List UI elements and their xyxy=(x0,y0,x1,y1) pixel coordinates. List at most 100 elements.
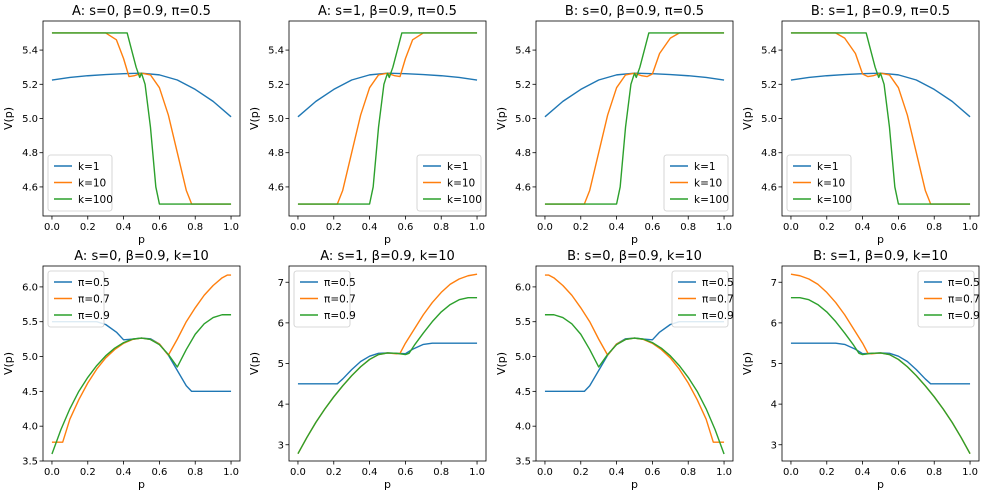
y-axis-label: V(p) xyxy=(2,107,15,130)
legend: k=1 k=10 k=100 xyxy=(47,154,113,212)
x-tick-label: 0.6 xyxy=(397,467,413,478)
legend-label: π=0.7 xyxy=(702,293,734,305)
x-tick-label: 0.0 xyxy=(290,222,306,233)
x-tick-label: 1.0 xyxy=(223,222,239,233)
x-tick-label: 0.4 xyxy=(855,467,871,478)
legend-label: k=1 xyxy=(78,161,100,173)
legend: k=1 k=10 k=100 xyxy=(786,154,852,212)
y-tick-label: 5.0 xyxy=(268,114,284,125)
x-tick-label: 0.6 xyxy=(397,222,413,233)
series-line-3 xyxy=(297,32,478,205)
series-line-3 xyxy=(544,314,725,455)
y-tick-label: 4.0 xyxy=(22,422,38,433)
legend: k=1 k=10 k=100 xyxy=(416,154,482,212)
x-tick-label: 0.8 xyxy=(433,467,449,478)
y-tick-label: 4.6 xyxy=(515,182,531,193)
y-axis-label: V(p) xyxy=(741,352,754,375)
y-tick-label: 4 xyxy=(771,400,777,411)
x-tick-label: 0.6 xyxy=(890,222,906,233)
chart-title: A: s=0, β=0.9, π=0.5 xyxy=(72,4,211,19)
y-tick-label: 5.4 xyxy=(268,46,284,57)
x-tick-label: 0.6 xyxy=(890,467,906,478)
legend-label: π=0.5 xyxy=(324,277,356,289)
y-tick-label: 4.8 xyxy=(22,148,38,159)
legend-label: π=0.9 xyxy=(948,310,980,322)
x-tick-label: 0.4 xyxy=(609,467,625,478)
legend-label: π=0.9 xyxy=(702,310,734,322)
legend-label: k=1 xyxy=(817,161,839,173)
y-tick-label: 6 xyxy=(278,318,284,329)
y-tick-label: 5.0 xyxy=(515,352,531,363)
legend-label: π=0.7 xyxy=(324,293,356,305)
x-tick-label: 0.0 xyxy=(44,222,60,233)
chart-title: A: s=1, β=0.9, π=0.5 xyxy=(318,4,457,19)
y-tick-label: 5.2 xyxy=(761,80,777,91)
chart-title: B: s=1, β=0.9, k=10 xyxy=(813,249,948,264)
y-tick-label: 3 xyxy=(771,440,777,451)
legend: π=0.5 π=0.7 π=0.9 xyxy=(917,270,980,328)
x-tick-label: 1.0 xyxy=(469,467,485,478)
x-tick-label: 0.0 xyxy=(44,467,60,478)
y-tick-label: 3 xyxy=(278,440,284,451)
legend-label: k=10 xyxy=(447,177,475,189)
x-tick-label: 0.2 xyxy=(326,222,342,233)
series-line-3 xyxy=(790,296,971,455)
legend-label: k=100 xyxy=(694,194,729,206)
chart-panel: 0.0 0.2 0.4 0.6 0.8 1.0 4.6 4.8 5.0 5.2 5.4 A: s=1,… xyxy=(248,4,487,246)
y-tick-label: 4.6 xyxy=(761,182,777,193)
y-tick-label: 4.5 xyxy=(22,387,38,398)
x-tick-label: 0.2 xyxy=(80,222,96,233)
y-tick-label: 5.0 xyxy=(515,114,531,125)
legend-box xyxy=(47,154,113,212)
y-tick-label: 5.5 xyxy=(22,317,38,328)
x-tick-label: 0.6 xyxy=(644,222,660,233)
y-tick-label: 6.0 xyxy=(22,282,38,293)
x-tick-label: 0.4 xyxy=(362,467,378,478)
chart-panel: 0.0 0.2 0.4 0.6 0.8 1.0 3.5 4.0 4.5 5.0 5.5 6.0 A: s… xyxy=(2,249,241,491)
x-tick-label: 0.0 xyxy=(537,222,553,233)
y-tick-label: 5 xyxy=(771,359,777,370)
x-tick-label: 0.8 xyxy=(680,222,696,233)
chart-panel: 0.0 0.2 0.4 0.6 0.8 1.0 3 4 5 6 7 B: s=1, β=0.9, k=… xyxy=(741,249,980,491)
chart-title: A: s=0, β=0.9, k=10 xyxy=(74,249,208,264)
x-tick-label: 0.0 xyxy=(537,467,553,478)
series-line-3 xyxy=(790,32,971,205)
legend-box xyxy=(786,154,852,212)
axes-frame xyxy=(535,265,734,462)
chart-panel: 0.0 0.2 0.4 0.6 0.8 1.0 3 4 5 6 7 A: s=1, β=0.9, k=… xyxy=(248,249,487,491)
x-axis-label: p xyxy=(877,233,884,246)
chart-title: B: s=0, β=0.9, k=10 xyxy=(567,249,702,264)
axes-frame xyxy=(42,265,241,462)
y-tick-label: 5.0 xyxy=(22,352,38,363)
y-tick-label: 7 xyxy=(771,278,777,289)
legend-label: k=1 xyxy=(447,161,469,173)
x-axis-label: p xyxy=(384,233,391,246)
legend-label: k=10 xyxy=(817,177,845,189)
legend-label: k=100 xyxy=(78,194,113,206)
x-tick-label: 0.0 xyxy=(290,467,306,478)
legend: π=0.5 π=0.7 π=0.9 xyxy=(47,270,110,328)
x-tick-label: 0.0 xyxy=(783,467,799,478)
series-line-3 xyxy=(544,32,725,205)
legend-label: k=1 xyxy=(694,161,716,173)
legend-label: π=0.9 xyxy=(78,310,110,322)
x-tick-label: 0.0 xyxy=(783,222,799,233)
y-tick-label: 4.6 xyxy=(22,182,38,193)
y-axis-label: V(p) xyxy=(2,352,15,375)
x-tick-label: 0.8 xyxy=(187,222,203,233)
x-tick-label: 1.0 xyxy=(223,467,239,478)
chart-title: A: s=1, β=0.9, k=10 xyxy=(320,249,454,264)
x-tick-label: 0.2 xyxy=(573,222,589,233)
y-tick-label: 5.2 xyxy=(268,80,284,91)
x-tick-label: 1.0 xyxy=(716,222,732,233)
x-tick-label: 0.6 xyxy=(151,222,167,233)
legend-box xyxy=(917,270,975,328)
chart-panel: 0.0 0.2 0.4 0.6 0.8 1.0 4.6 4.8 5.0 5.2 5.4 A: s=0,… xyxy=(2,4,241,246)
y-tick-label: 5.2 xyxy=(515,80,531,91)
x-tick-label: 0.8 xyxy=(187,467,203,478)
x-axis-label: p xyxy=(631,478,638,491)
x-tick-label: 1.0 xyxy=(469,222,485,233)
y-tick-label: 4 xyxy=(278,400,284,411)
x-tick-label: 0.2 xyxy=(819,222,835,233)
